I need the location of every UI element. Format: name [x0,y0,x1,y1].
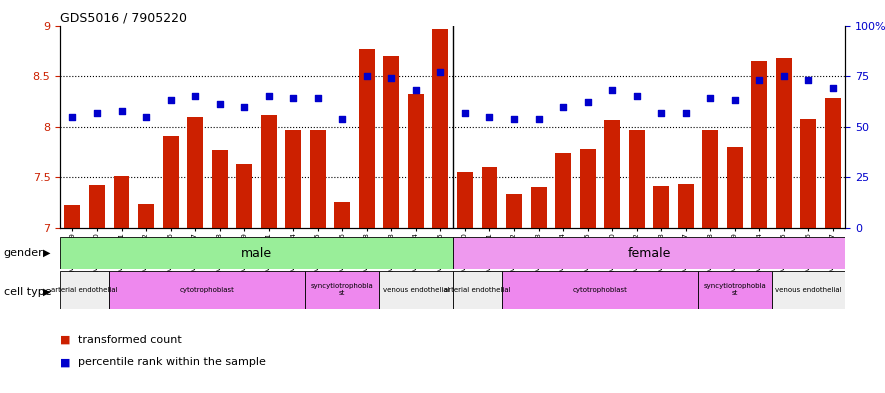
Text: syncytiotrophobla
st: syncytiotrophobla st [311,283,373,296]
Bar [261,115,277,228]
Point [359,73,373,79]
Text: cell type: cell type [4,286,51,297]
Point [65,114,80,120]
Text: ■: ■ [60,335,71,345]
Point [212,101,227,108]
Bar [310,130,326,228]
Bar [772,271,845,309]
Point [114,107,128,114]
Bar [358,49,374,228]
Text: venous endothelial: venous endothelial [382,287,450,293]
Bar [604,119,620,228]
Text: gender: gender [4,248,43,258]
Text: male: male [241,246,272,260]
Bar [379,271,453,309]
Bar [580,149,596,228]
Bar [653,186,669,228]
Bar [113,176,129,228]
Bar [502,271,698,309]
Point [262,93,276,99]
Bar [800,119,816,228]
Text: cytotrophoblast: cytotrophoblast [180,287,235,293]
Bar [825,98,841,228]
Point [826,85,840,92]
Point [777,73,791,79]
Point [532,116,546,122]
Bar [703,130,719,228]
Point [752,77,766,83]
Point [679,109,693,116]
Bar [453,237,845,269]
Bar [89,185,105,228]
Point [90,109,104,116]
Bar [506,193,522,228]
Bar [60,237,453,269]
Bar [305,271,379,309]
Text: transformed count: transformed count [78,335,181,345]
Point [384,75,398,81]
Bar [481,167,497,228]
Point [311,95,325,101]
Bar [698,271,772,309]
Bar [457,172,473,228]
Bar [628,130,644,228]
Bar [555,153,571,228]
Bar [285,130,301,228]
Bar [109,271,305,309]
Text: female: female [627,246,671,260]
Bar [187,117,203,228]
Text: GDS5016 / 7905220: GDS5016 / 7905220 [60,11,188,24]
Text: percentile rank within the sample: percentile rank within the sample [78,357,266,367]
Bar [531,187,547,228]
Bar [453,271,502,309]
Bar [678,184,694,228]
Point [654,109,668,116]
Point [556,103,570,110]
Point [188,93,202,99]
Point [434,69,448,75]
Bar [236,164,252,228]
Point [727,97,742,104]
Text: syncytiotrophobla
st: syncytiotrophobla st [704,283,766,296]
Point [335,116,350,122]
Bar [433,29,449,228]
Point [482,114,496,120]
Text: ▶: ▶ [42,248,50,258]
Bar [751,61,767,228]
Text: cytotrophoblast: cytotrophoblast [573,287,627,293]
Bar [383,56,399,228]
Point [286,95,300,101]
Bar [60,271,109,309]
Bar [727,147,743,228]
Bar [212,150,227,228]
Point [605,87,620,94]
Bar [776,58,792,228]
Bar [65,205,81,228]
Bar [138,204,154,228]
Text: ▶: ▶ [42,286,50,297]
Text: arterial endothelial: arterial endothelial [444,287,511,293]
Text: arterial endothelial: arterial endothelial [51,287,118,293]
Bar [335,202,350,228]
Bar [163,136,179,228]
Point [581,99,595,106]
Point [801,77,815,83]
Point [629,93,643,99]
Point [164,97,178,104]
Point [139,114,153,120]
Bar [408,94,424,228]
Point [409,87,423,94]
Text: ■: ■ [60,357,71,367]
Text: venous endothelial: venous endothelial [775,287,842,293]
Point [458,109,472,116]
Point [237,103,251,110]
Point [704,95,718,101]
Point [507,116,521,122]
